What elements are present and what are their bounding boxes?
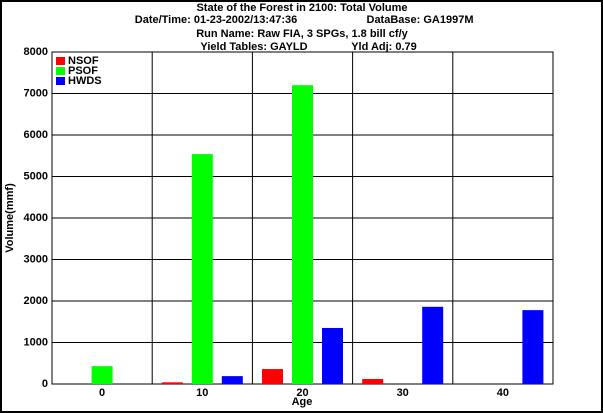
x-tick-label: 20	[296, 387, 308, 399]
legend-swatch	[56, 67, 65, 75]
bar	[262, 369, 283, 384]
x-tick-label: 10	[196, 387, 208, 399]
y-tick-label: 7000	[24, 87, 48, 99]
y-tick-label: 1000	[24, 336, 48, 348]
y-tick-label: 4000	[24, 212, 48, 224]
bar	[221, 376, 243, 384]
y-tick-label: 8000	[24, 46, 48, 58]
bar	[292, 85, 313, 384]
subtitle: Date/Time: 01-23-2002/13:47:36	[135, 14, 297, 26]
x-tick-label: 0	[99, 387, 105, 399]
chart-title: State of the Forest in 2100: Total Volum…	[196, 2, 407, 14]
bar	[322, 327, 343, 384]
legend-swatch	[56, 77, 65, 85]
bar	[91, 366, 113, 384]
legend-label: HWDS	[68, 75, 102, 87]
legend-swatch	[56, 57, 65, 65]
y-axis-label: Volume(mmf)	[4, 183, 16, 253]
bar	[161, 382, 183, 384]
y-tick-label: 6000	[24, 129, 48, 141]
y-tick-label: 0	[42, 378, 48, 390]
y-tick-label: 3000	[24, 253, 48, 265]
subtitle: DataBase: GA1997M	[367, 14, 474, 26]
y-tick-label: 5000	[24, 170, 48, 182]
bar	[191, 154, 213, 384]
bar	[362, 379, 384, 384]
subtitle: Run Name: Raw FIA, 3 SPGs, 1.8 bill cf/y	[196, 28, 408, 40]
subtitle: Yld Adj: 0.79	[351, 41, 417, 53]
legend-label: PSOF	[68, 65, 98, 77]
bar	[522, 310, 544, 384]
legend-label: NSOF	[68, 55, 99, 67]
x-axis-label: Age	[292, 396, 313, 408]
x-tick-label: 40	[497, 387, 509, 399]
y-tick-label: 2000	[24, 295, 48, 307]
x-tick-label: 30	[397, 387, 409, 399]
subtitle: Yield Tables: GAYLD	[200, 41, 307, 53]
bar	[422, 306, 444, 384]
